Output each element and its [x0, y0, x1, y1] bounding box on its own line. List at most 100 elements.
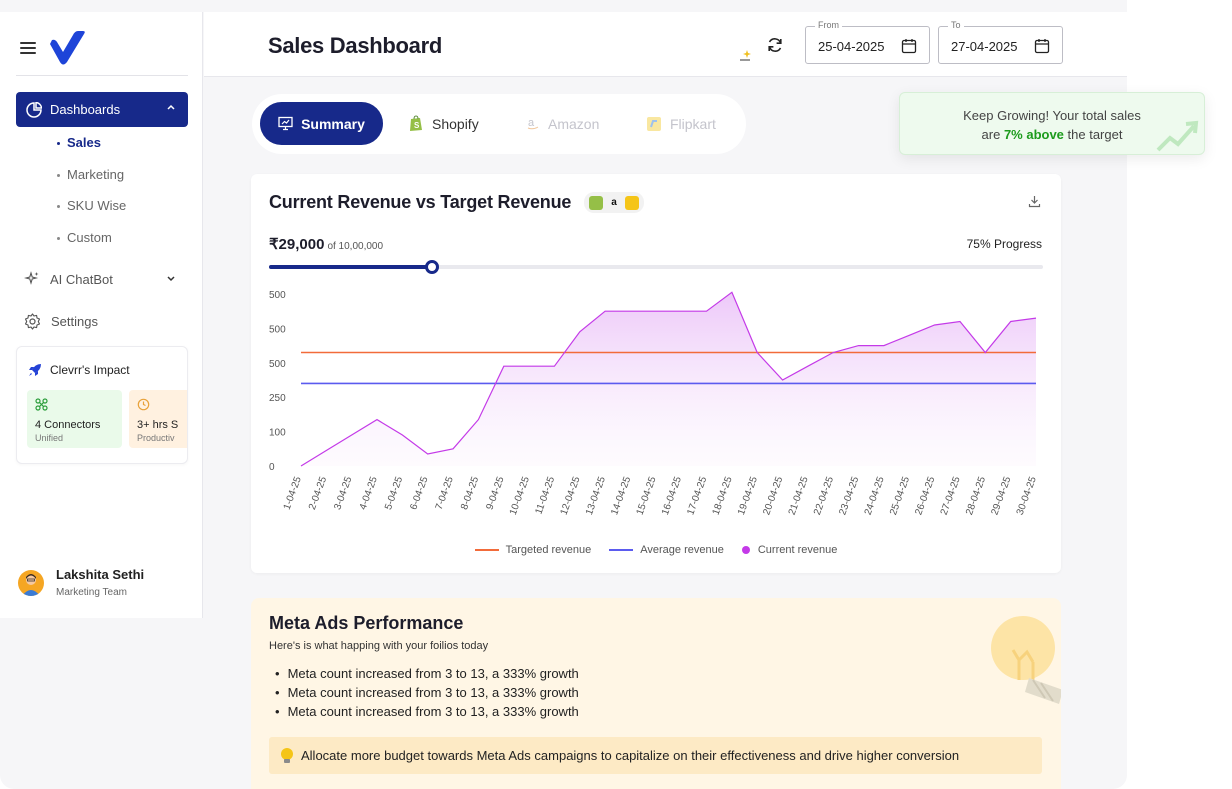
- x-tick-label: 19-04-25: [736, 475, 760, 517]
- presentation-icon: [278, 116, 293, 131]
- sidebar: Dashboards Sales Marketing SKU Wise Cust…: [0, 12, 203, 618]
- amazon-icon: a: [527, 117, 539, 130]
- sidebar-item-settings[interactable]: Settings: [24, 313, 98, 330]
- x-tick-label: 27-04-25: [939, 475, 963, 517]
- toast-text: the target: [1063, 127, 1123, 142]
- brand-pills: a: [584, 192, 644, 213]
- sidebar-item-ai-chatbot[interactable]: AI ChatBot: [24, 271, 176, 287]
- current-revenue-area: [301, 292, 1036, 466]
- legend-label: Current revenue: [757, 544, 838, 556]
- chevron-up-icon[interactable]: [166, 102, 176, 112]
- y-tick-label: 500: [269, 290, 286, 301]
- x-tick-label: 3-04-25: [332, 475, 354, 512]
- user-profile[interactable]: Lakshita Sethi Marketing Team: [18, 567, 144, 598]
- legend-item-targeted[interactable]: Targeted revenue: [474, 544, 592, 556]
- sidebar-subitem-custom[interactable]: Custom: [57, 230, 112, 245]
- tab-summary[interactable]: Summary: [260, 102, 383, 145]
- calendar-icon[interactable]: [1034, 38, 1050, 54]
- tab-label: Summary: [301, 115, 365, 132]
- sidebar-subitem-sku-wise[interactable]: SKU Wise: [57, 198, 126, 213]
- meta-points: Meta count increased from 3 to 13, a 333…: [275, 666, 579, 723]
- amazon-icon: a: [611, 196, 617, 208]
- sidebar-item-dashboards[interactable]: Dashboards: [16, 92, 188, 127]
- x-tick-label: 13-04-25: [584, 475, 608, 517]
- flipkart-icon: [625, 195, 639, 210]
- bullet-icon: [57, 142, 60, 146]
- sparkle-icon: [24, 271, 39, 285]
- y-tick-label: 500: [269, 359, 286, 370]
- sidebar-item-label: Settings: [51, 314, 98, 329]
- revenue-card: Current Revenue vs Target Revenue a ₹29,…: [251, 174, 1061, 573]
- channel-tabs: Summary S Shopify a Amazon Flipkart: [252, 94, 746, 154]
- date-from-field[interactable]: From 25-04-2025: [805, 20, 930, 64]
- tab-label: Amazon: [548, 115, 600, 132]
- chevron-down-icon[interactable]: [166, 274, 176, 284]
- list-item: Meta count increased from 3 to 13, a 333…: [275, 666, 579, 685]
- sidebar-item-label: Dashboards: [50, 102, 121, 117]
- x-tick-label: 8-04-25: [459, 475, 481, 512]
- legend-swatch: [474, 549, 499, 551]
- x-tick-label: 24-04-25: [863, 475, 887, 517]
- x-tick-label: 22-04-25: [812, 475, 836, 517]
- date-to-field[interactable]: To 27-04-2025: [938, 20, 1063, 64]
- impact-card-caption: Productiv: [137, 433, 175, 443]
- toast-text: are: [981, 127, 1004, 142]
- impact-card-hours: 3+ hrs S Productiv: [129, 390, 187, 448]
- bullet-icon: [57, 205, 60, 209]
- download-icon[interactable]: [1028, 195, 1041, 208]
- bullet-icon: [57, 237, 60, 241]
- meta-ads-card: Meta Ads Performance Here's is what happ…: [251, 598, 1061, 789]
- chart-legend: Targeted revenue Average revenue Current…: [251, 544, 1061, 556]
- user-name: Lakshita Sethi: [56, 567, 145, 582]
- toast-highlight: 7% above: [1003, 127, 1064, 142]
- impact-card-value: 3+ hrs S: [137, 419, 179, 431]
- sidebar-subitem-label: Custom: [67, 230, 112, 245]
- rocket-icon: [29, 364, 41, 376]
- x-tick-label: 30-04-25: [1015, 475, 1039, 517]
- sparkle-icon: [740, 50, 751, 61]
- x-tick-label: 28-04-25: [964, 475, 988, 517]
- date-from-value: 25-04-2025: [818, 39, 885, 54]
- progress-fill: [269, 265, 432, 269]
- pie-chart-icon: [26, 101, 42, 118]
- refresh-icon[interactable]: [766, 36, 784, 54]
- current-revenue-line: [300, 291, 1037, 467]
- y-tick-label: 250: [269, 393, 286, 404]
- menu-icon[interactable]: [20, 42, 36, 54]
- impact-card-connectors: 4 Connectors Unified: [27, 390, 122, 448]
- calendar-icon[interactable]: [901, 38, 917, 54]
- impact-card-caption: Unified: [35, 433, 64, 443]
- sidebar-item-label: AI ChatBot: [50, 271, 113, 287]
- list-item: Meta count increased from 3 to 13, a 333…: [275, 704, 579, 723]
- tab-shopify[interactable]: S Shopify: [408, 102, 479, 145]
- x-tick-label: 21-04-25: [787, 475, 811, 517]
- sidebar-divider: [16, 75, 188, 76]
- top-header: Sales Dashboard From 25-04-2025 To 27-04…: [204, 12, 1127, 77]
- x-tick-label: 4-04-25: [358, 475, 380, 512]
- progress-knob[interactable]: [424, 260, 439, 274]
- sidebar-subitem-marketing[interactable]: Marketing: [57, 167, 124, 182]
- legend-swatch: [741, 546, 750, 554]
- tab-flipkart[interactable]: Flipkart: [646, 102, 716, 145]
- clock-icon: [137, 398, 150, 411]
- impact-title-text: Clevrr's Impact: [50, 363, 130, 377]
- legend-label: Targeted revenue: [505, 544, 592, 556]
- sidebar-subitem-label: SKU Wise: [67, 198, 127, 213]
- tab-amazon[interactable]: a Amazon: [526, 102, 599, 145]
- sidebar-subitem-sales[interactable]: Sales: [57, 135, 101, 150]
- list-item: Meta count increased from 3 to 13, a 333…: [275, 685, 579, 704]
- amount-value: ₹29,000: [269, 236, 325, 253]
- y-tick-label: 500: [269, 324, 286, 335]
- x-tick-label: 18-04-25: [711, 475, 735, 517]
- progress-label: 75% Progress: [966, 237, 1042, 251]
- x-tick-label: 16-04-25: [660, 475, 684, 517]
- x-tick-label: 14-04-25: [609, 475, 633, 517]
- card-title: Current Revenue vs Target Revenue: [269, 192, 572, 212]
- legend-item-average[interactable]: Average revenue: [609, 544, 724, 556]
- x-tick-label: 15-04-25: [635, 475, 659, 517]
- impact-panel: Clevrr's Impact 4 Connectors Unified 3+ …: [16, 346, 188, 464]
- user-role: Marketing Team: [56, 587, 127, 598]
- legend-item-current[interactable]: Current revenue: [741, 544, 838, 556]
- meta-tip-text: Allocate more budget towards Meta Ads ca…: [301, 748, 960, 763]
